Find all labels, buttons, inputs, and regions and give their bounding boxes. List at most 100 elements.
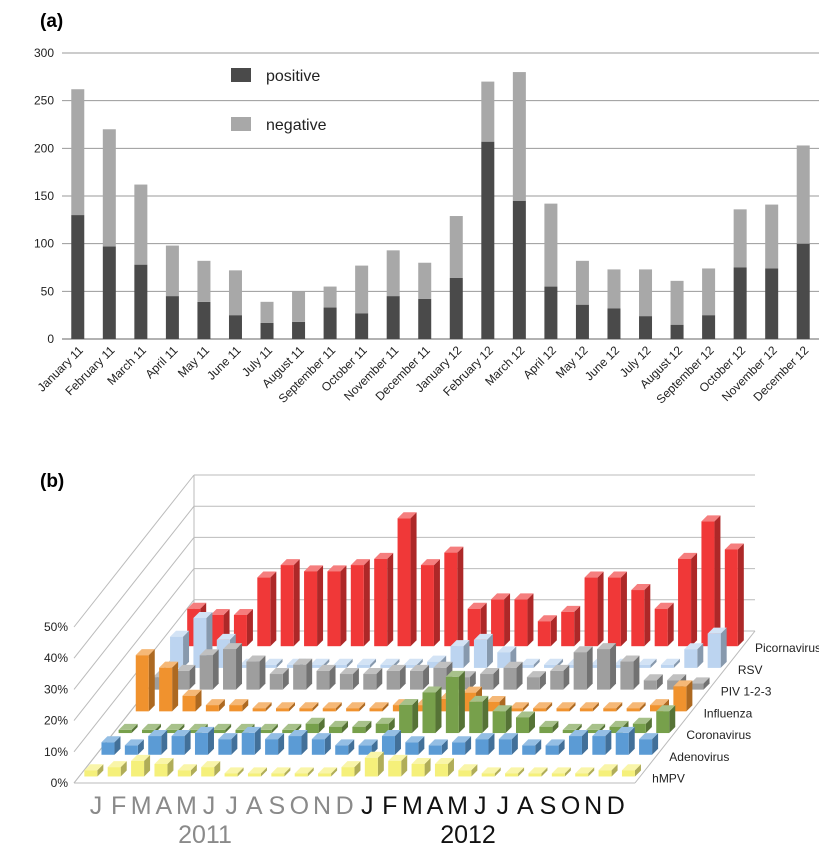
bar-side [195, 689, 202, 712]
bar-top [176, 664, 196, 671]
bar-Influenza-4 [229, 699, 249, 712]
bar-front [311, 739, 325, 755]
bar-Coronavirus-9 [328, 720, 348, 734]
bar-side [167, 758, 174, 777]
bar-side [667, 602, 674, 647]
series-label-hMPV: hMPV [652, 771, 685, 785]
bar-front [310, 664, 324, 668]
bar-negative-5 [228, 270, 242, 316]
bar-side [410, 512, 417, 647]
bar-top [205, 699, 225, 706]
bar-positive-21 [733, 267, 747, 339]
bar-front [515, 717, 529, 734]
bar-top [539, 720, 559, 727]
bar-PIV 1-2-3-15 [503, 661, 523, 690]
bar-front [537, 621, 551, 647]
bar-front [299, 708, 313, 712]
wall-diagonal-40% [73, 505, 195, 659]
bar-hMPV-12 [364, 751, 384, 777]
bar-front [141, 729, 155, 734]
bar-side [331, 767, 338, 777]
bar-side [493, 668, 500, 690]
bar-Picornavirus-6 [327, 565, 347, 647]
bar-top [450, 640, 470, 647]
bar-PIV 1-2-3-20 [620, 655, 640, 690]
bar-PIV 1-2-3-6 [293, 658, 313, 690]
bar-side [644, 584, 651, 647]
bar-negative-13 [481, 81, 495, 142]
bar-front [631, 590, 645, 647]
bar-front [269, 674, 283, 690]
bar-top [364, 751, 384, 758]
bar-top [597, 643, 617, 650]
bar-Influenza-9 [346, 702, 366, 712]
bar-positive-22 [765, 268, 779, 339]
bar-front [586, 729, 600, 734]
bar-front [276, 708, 290, 712]
year-label: 2011 [178, 821, 232, 848]
bar-front [433, 667, 447, 690]
bar-front [212, 729, 226, 734]
bar-top [350, 559, 370, 566]
bar-side [114, 736, 121, 755]
bar-top [247, 767, 267, 774]
bar-front [420, 565, 434, 647]
bar-front [444, 552, 458, 647]
bar-front [341, 767, 355, 777]
bar-positive-11 [418, 298, 432, 339]
bar-Influenza-0 [135, 649, 155, 712]
bar-RSV-0 [170, 630, 190, 668]
bar-Picornavirus-19 [631, 584, 651, 647]
y-tick-label: 0 [47, 332, 54, 346]
bar-top [551, 767, 571, 774]
bar-Influenza-5 [252, 702, 272, 712]
bar-side [469, 671, 476, 690]
bar-Picornavirus-15 [537, 615, 557, 647]
bar-top [537, 615, 557, 622]
x-tick-label: April 11 [142, 343, 180, 381]
bar-front [159, 667, 173, 712]
bar-top [584, 571, 604, 578]
y-tick-label: 250 [34, 94, 54, 108]
x-tick-label: June 12 [582, 343, 622, 383]
bar-front [148, 736, 162, 755]
bar-top [288, 730, 308, 737]
bar-negative-19 [670, 280, 684, 325]
bar-side [289, 702, 296, 712]
bar-hMPV-22 [598, 764, 618, 777]
bar-front [434, 764, 448, 777]
bar-side [335, 702, 342, 712]
bar-top [294, 767, 314, 774]
bar-top [603, 702, 623, 709]
bar-negative-20 [702, 268, 716, 316]
bar-top [445, 670, 465, 677]
bar-RSV-15 [520, 658, 540, 668]
bar-top [528, 767, 548, 774]
bar-front [107, 767, 121, 777]
bar-front [241, 732, 255, 755]
bar-side [97, 764, 104, 777]
bar-positive-23 [796, 243, 810, 339]
bar-Adenovirus-7 [265, 733, 285, 755]
bar-top [550, 664, 570, 671]
bar-Adenovirus-8 [288, 730, 308, 755]
bar-top [187, 602, 207, 609]
bar-side [341, 720, 348, 734]
bar-side [183, 630, 190, 668]
bar-negative-21 [733, 209, 747, 268]
bar-Adenovirus-23 [639, 733, 659, 755]
bar-front [473, 639, 487, 668]
bar-top [177, 764, 197, 771]
bar-side [318, 717, 325, 734]
panel-a-bars [71, 72, 810, 339]
bar-front [257, 577, 271, 647]
bar-Adenovirus-1 [124, 739, 144, 755]
bar-positive-12 [449, 277, 463, 339]
bar-RSV-23 [707, 627, 727, 668]
bar-front [218, 739, 232, 755]
series-label-PIV 1-2-3: PIV 1-2-3 [721, 685, 772, 699]
bar-side [605, 730, 612, 755]
bar-top [434, 758, 454, 765]
month-label: A [246, 792, 263, 820]
